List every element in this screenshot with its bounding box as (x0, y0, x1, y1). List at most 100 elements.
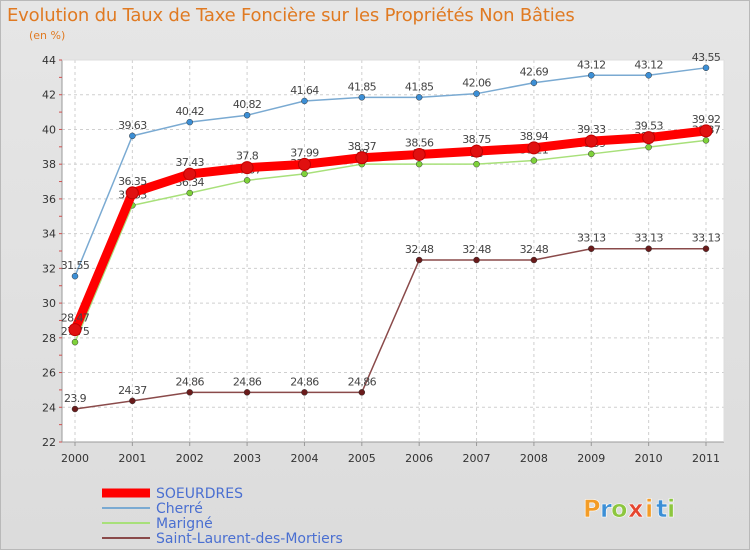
y-tick-label: 34 (42, 228, 56, 241)
data-label: 37.43 (175, 156, 204, 169)
data-point (186, 189, 193, 197)
x-tick-label: 2001 (118, 452, 146, 465)
data-label: 37.8 (236, 150, 259, 163)
data-label: 38.56 (405, 136, 434, 149)
data-label: 24.86 (348, 375, 377, 388)
series-line (70, 126, 711, 335)
y-tick-label: 44 (42, 54, 56, 67)
x-tick-label: 2006 (405, 452, 433, 465)
data-label: 33.13 (577, 232, 606, 245)
data-label: 38.75 (462, 133, 491, 146)
data-point (473, 256, 480, 264)
data-point (415, 94, 423, 101)
data-point (415, 256, 423, 264)
plot-area (62, 60, 724, 442)
data-point (183, 167, 197, 181)
data-label: 39.92 (692, 113, 721, 126)
series-line (74, 247, 707, 410)
data-point (702, 64, 710, 72)
data-point (645, 245, 652, 252)
data-label: 43.12 (634, 58, 663, 71)
data-point (358, 94, 366, 101)
x-tick-label: 2002 (176, 452, 204, 465)
data-label: 38.37 (348, 140, 377, 153)
data-label: 41.85 (405, 80, 434, 93)
data-point (243, 177, 251, 184)
data-point (297, 157, 311, 171)
data-label: 39.53 (634, 120, 663, 133)
brand-letter: P (583, 495, 601, 523)
data-label: 40.42 (175, 105, 204, 118)
data-point (186, 118, 193, 126)
y-tick-labels: 22 24 26 28 30 32 34 36 38 40 42 44 (42, 54, 56, 449)
legend-label: Saint-Laurent-des-Mortiers (156, 531, 343, 547)
data-point (588, 245, 595, 252)
brand-letter: i (645, 495, 653, 523)
brand-letter: o (611, 495, 628, 523)
data-point (301, 97, 308, 105)
data-point (473, 90, 480, 97)
brand-letter: x (628, 495, 644, 523)
data-label: 41.85 (348, 80, 377, 93)
x-tick-label: 2003 (233, 452, 261, 465)
data-point (530, 157, 538, 164)
x-tick-label: 2005 (348, 452, 376, 465)
data-point (470, 144, 484, 158)
data-label: 33.13 (692, 232, 721, 245)
legend: SOEURDRESCherréMarignéSaint-Laurent-des-… (102, 486, 343, 547)
y-tick-label: 28 (42, 332, 56, 345)
data-point (301, 389, 308, 396)
data-label: 39.63 (118, 119, 147, 132)
brand-letter: r (600, 495, 612, 523)
data-point (642, 131, 656, 145)
data-point (473, 160, 480, 168)
y-tick-label: 32 (42, 262, 56, 275)
data-label: 43.12 (577, 58, 606, 71)
data-label: 32.48 (462, 243, 491, 256)
legend-label: Cherré (156, 501, 203, 517)
y-tick-label: 26 (42, 367, 56, 380)
data-point (243, 389, 251, 396)
y-tick-label: 24 (42, 401, 56, 414)
data-point (68, 323, 82, 337)
y-tick-label: 38 (42, 158, 56, 171)
data-label: 28.47 (61, 312, 90, 325)
data-point (71, 405, 79, 413)
y-tick-label: 42 (42, 89, 56, 102)
data-label: 43.55 (692, 51, 721, 64)
data-point (584, 134, 598, 148)
data-point (527, 141, 541, 155)
data-label: 38.94 (520, 130, 549, 143)
y-tick-label: 22 (42, 436, 56, 449)
data-point (71, 338, 79, 346)
data-label: 42.06 (462, 77, 491, 90)
series-saint-laurent-des-mortiers: 23.9 24.37 24.86 24.86 24.86 24.86 32.48 32.48 3… (64, 232, 721, 413)
x-tick-label: 2009 (577, 452, 605, 465)
y-axis-unit: (en %) (29, 29, 66, 42)
series-group: 31.55 39.63 40.42 40.82 41.64 41.85 41.85 42.06… (61, 51, 721, 413)
series-cherr-: 31.55 39.63 40.42 40.82 41.64 41.85 41.85 42.06… (61, 51, 721, 280)
data-point (588, 72, 595, 79)
data-point (702, 137, 710, 144)
axes (59, 59, 725, 446)
y-tick-label: 30 (42, 297, 56, 310)
x-tick-label: 2010 (635, 452, 663, 465)
y-tick-label: 36 (42, 193, 56, 206)
data-label: 24.37 (118, 384, 147, 397)
x-tick-label: 2011 (692, 452, 720, 465)
x-tick-label: 2004 (290, 452, 318, 465)
data-label: 32.48 (405, 243, 434, 256)
data-point (702, 245, 710, 252)
data-label: 39.33 (577, 123, 606, 136)
data-point (588, 150, 595, 158)
data-label: 33.13 (634, 232, 663, 245)
data-label: 37.99 (290, 146, 319, 159)
data-label: 31.55 (61, 259, 90, 272)
y-tick-label: 40 (42, 123, 56, 136)
data-label: 40.82 (233, 98, 262, 111)
data-point (129, 132, 136, 140)
data-label: 24.86 (175, 375, 204, 388)
data-label: 23.9 (64, 392, 87, 405)
